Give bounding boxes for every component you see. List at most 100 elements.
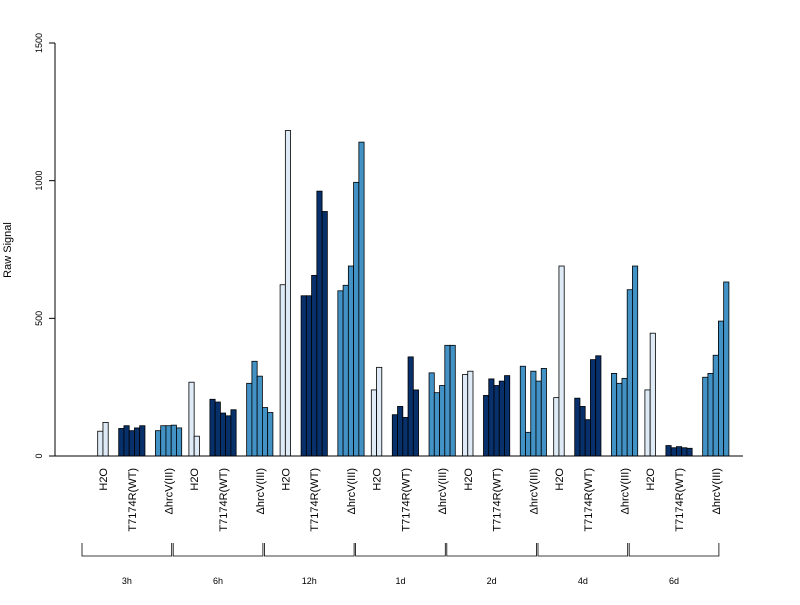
bar-6d-2-0 <box>702 376 709 457</box>
bar-1d-1-2 <box>402 417 409 457</box>
bar-12h-1-2 <box>311 274 318 457</box>
bar-12h-2-2 <box>347 265 355 457</box>
bar-1d-0-1 <box>376 366 383 457</box>
group-label-4d-1: T7174R(WT) <box>583 468 595 532</box>
axis-layer: H2O T7174R(WT) ΔhrcV(III) H2O T7174R(WT) Δhrc… <box>34 33 743 586</box>
bar-6d-2-1 <box>707 372 714 457</box>
group-label-2d-1: T7174R(WT) <box>492 468 504 532</box>
bar-12h-2-3 <box>353 181 360 457</box>
time-label-4d: 4d <box>578 576 588 586</box>
group-label-6d-2: ΔhrcV(III) <box>711 468 723 514</box>
bar-4d-1-0 <box>574 397 581 457</box>
bar-2d-2-2 <box>530 370 537 457</box>
group-label-6h-1: T7174R(WT) <box>218 468 230 532</box>
group-label-6h-0: H2O <box>189 468 201 491</box>
bar-3h-0-0 <box>97 430 104 457</box>
bar-6h-0-1 <box>193 435 200 457</box>
bar-6d-1-2 <box>676 446 683 457</box>
bar-12h-1-0 <box>300 295 307 457</box>
time-label-12h: 12h <box>302 576 317 586</box>
group-label-12h-2: ΔhrcV(III) <box>346 468 358 514</box>
group-label-2d-2: ΔhrcV(III) <box>528 468 540 514</box>
bar-12h-0-1 <box>284 130 292 457</box>
bar-2d-2-0 <box>519 365 526 457</box>
group-label-6h-2: ΔhrcV(III) <box>255 468 267 514</box>
bar-6d-1-0 <box>665 445 672 457</box>
group-label-2d-0: H2O <box>463 468 475 491</box>
group-label-1d-0: H2O <box>372 468 384 491</box>
bar-3h-1-3 <box>134 427 141 457</box>
bar-6d-0-0 <box>644 389 651 457</box>
group-label-3h-0: H2O <box>98 468 110 491</box>
bar-1d-2-3 <box>444 344 451 457</box>
bar-2d-2-4 <box>540 368 547 457</box>
time-bracket-6d <box>628 543 720 557</box>
time-label-1d: 1d <box>395 576 405 586</box>
time-bracket-12h <box>264 543 355 557</box>
bar-6d-2-3 <box>718 320 725 457</box>
bar-6h-1-1 <box>214 401 221 457</box>
group-label-6d-1: T7174R(WT) <box>674 468 686 532</box>
bar-2d-1-1 <box>488 378 495 457</box>
time-label-6d: 6d <box>669 576 679 586</box>
bar-1d-2-1 <box>433 392 440 457</box>
bar-4d-0-1 <box>558 265 565 457</box>
bar-6d-1-1 <box>670 447 677 457</box>
bar-1d-1-3 <box>407 356 414 457</box>
bar-12h-1-1 <box>305 295 313 457</box>
bar-6h-2-4 <box>267 412 274 457</box>
bar-4d-2-0 <box>611 372 618 457</box>
time-label-3h: 3h <box>122 576 132 586</box>
bar-3h-0-1 <box>102 422 109 457</box>
bar-6d-2-2 <box>712 354 719 457</box>
bar-6d-0-1 <box>649 332 656 457</box>
bar-1d-2-0 <box>428 372 435 457</box>
bar-2d-1-0 <box>483 395 490 457</box>
y-tick-label-0: 0 <box>34 453 44 458</box>
group-label-4d-2: ΔhrcV(III) <box>620 468 632 514</box>
bar-4d-1-2 <box>584 419 591 457</box>
y-tick-label-1500: 1500 <box>34 33 44 53</box>
bars-layer <box>97 130 730 457</box>
y-axis-label: Raw Signal <box>2 222 14 278</box>
time-label-2d: 2d <box>487 576 497 586</box>
bar-2d-1-4 <box>504 375 511 457</box>
bar-4d-1-4 <box>595 355 602 457</box>
bar-12h-0-0 <box>279 284 286 457</box>
time-bracket-4d <box>537 543 629 557</box>
bar-12h-2-1 <box>342 284 349 457</box>
bar-3h-2-3 <box>170 424 177 457</box>
bar-3h-2-1 <box>160 425 167 457</box>
bar-6h-2-2 <box>256 375 263 457</box>
group-label-3h-2: ΔhrcV(III) <box>164 468 176 514</box>
time-bracket-2d <box>446 543 537 557</box>
bar-1d-1-1 <box>397 406 404 457</box>
bar-1d-1-0 <box>391 414 398 457</box>
bar-6h-2-0 <box>246 382 253 457</box>
time-bracket-3h <box>81 543 173 557</box>
group-label-1d-1: T7174R(WT) <box>400 468 412 532</box>
bar-4d-2-4 <box>632 265 639 457</box>
y-tick-label-1000: 1000 <box>34 171 44 191</box>
bar-6h-1-4 <box>230 409 237 457</box>
bar-4d-2-2 <box>621 377 628 457</box>
bar-6h-1-3 <box>225 415 232 457</box>
bar-3h-1-0 <box>118 428 125 457</box>
bar-12h-1-4 <box>321 211 328 457</box>
bar-4d-2-1 <box>616 382 623 457</box>
bar-4d-1-1 <box>579 406 586 457</box>
bar-2d-2-1 <box>525 431 532 457</box>
bar-2d-2-3 <box>535 380 542 457</box>
bar-1d-2-2 <box>439 385 446 457</box>
bar-6d-2-4 <box>723 281 730 457</box>
bar-12h-2-0 <box>337 290 344 457</box>
y-tick-label-500: 500 <box>34 311 44 326</box>
bar-12h-1-3 <box>316 190 323 457</box>
bar-12h-2-4 <box>358 141 365 457</box>
time-label-6h: 6h <box>213 576 223 586</box>
bar-4d-1-3 <box>590 359 597 457</box>
bar-4d-2-3 <box>626 289 633 457</box>
bar-2d-1-3 <box>498 380 505 457</box>
